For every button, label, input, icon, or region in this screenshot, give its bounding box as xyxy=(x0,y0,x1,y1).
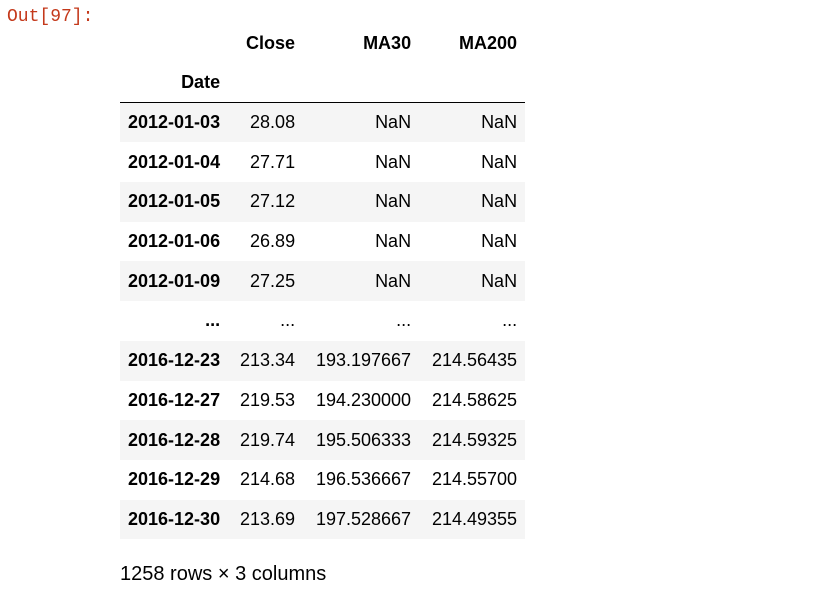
cell-ma200: 214.59325 xyxy=(431,429,518,450)
row-index-date: 2016-12-29 xyxy=(128,469,221,490)
cell-close: 213.34 xyxy=(240,350,296,371)
corner-header xyxy=(120,23,228,63)
row-index-date: 2012-01-06 xyxy=(128,230,221,251)
dataframe-shape-summary: 1258 rows × 3 columns xyxy=(120,563,327,585)
cell-ma200: 214.56435 xyxy=(431,350,518,371)
cell-ma200: NaN xyxy=(481,112,518,133)
table-row: 2016-12-29 214.68 196.536667 214.55700 xyxy=(120,460,525,500)
cell-ma200-ellipsis: ... xyxy=(502,310,518,331)
table-row: 2012-01-04 27.71 NaN NaN xyxy=(120,142,525,182)
table-row: 2016-12-27 219.53 194.230000 214.58625 xyxy=(120,381,525,421)
index-name-spacer xyxy=(303,63,420,103)
cell-ma200: NaN xyxy=(481,270,518,291)
row-index-date: 2016-12-23 xyxy=(128,350,221,371)
cell-close: 27.25 xyxy=(250,270,296,291)
table-row: 2016-12-30 213.69 197.528667 214.49355 xyxy=(120,499,526,540)
cell-ma200: 214.58625 xyxy=(431,389,518,410)
column-header-row: Close MA30 MA200 xyxy=(120,23,525,63)
cell-ma30: 196.536667 xyxy=(315,469,412,490)
cell-ma200: 214.49355 xyxy=(431,509,518,530)
column-header-ma200: MA200 xyxy=(459,32,518,53)
cell-close: 214.68 xyxy=(240,469,296,490)
row-index-date: 2016-12-27 xyxy=(128,389,221,410)
ellipsis-row: ... ... ... ... xyxy=(120,300,526,341)
cell-ma30: NaN xyxy=(375,191,412,212)
cell-close: 27.71 xyxy=(250,151,296,172)
cell-ma200: 214.55700 xyxy=(431,469,518,490)
index-name-spacer xyxy=(419,63,526,103)
row-index-date: 2012-01-04 xyxy=(128,151,221,172)
cell-ma30: 197.528667 xyxy=(315,509,412,530)
cell-close: 28.08 xyxy=(250,112,296,133)
dataframe-output: Close MA30 MA200 Date 2012-01-03 28.08 N… xyxy=(120,23,526,540)
output-prompt: Out[97]: xyxy=(7,7,94,27)
cell-ma200: NaN xyxy=(481,191,518,212)
row-index-date: 2016-12-30 xyxy=(128,509,221,530)
table-row: 2012-01-03 28.08 NaN NaN xyxy=(120,102,526,143)
row-index-ellipsis: ... xyxy=(205,310,221,331)
index-name-spacer xyxy=(228,63,304,103)
column-header-ma30: MA30 xyxy=(363,32,412,53)
cell-ma30: 194.230000 xyxy=(315,389,412,410)
table-row: 2012-01-09 27.25 NaN NaN xyxy=(120,261,526,301)
cell-ma200: NaN xyxy=(481,230,518,251)
row-index-date: 2012-01-09 xyxy=(128,270,221,291)
cell-ma200: NaN xyxy=(481,151,518,172)
row-index-date: 2012-01-03 xyxy=(128,112,221,133)
index-name-row: Date xyxy=(120,63,526,103)
cell-ma30: NaN xyxy=(375,151,412,172)
cell-close: 219.74 xyxy=(240,429,296,450)
row-index-date: 2016-12-28 xyxy=(128,429,221,450)
cell-close: 219.53 xyxy=(240,389,296,410)
cell-close: 26.89 xyxy=(250,230,296,251)
index-name-header: Date xyxy=(120,63,229,103)
cell-ma30-ellipsis: ... xyxy=(396,310,412,331)
table-row: 2012-01-05 27.12 NaN NaN xyxy=(120,181,526,222)
table-row: 2012-01-06 26.89 NaN NaN xyxy=(120,222,525,262)
cell-ma30: NaN xyxy=(375,230,412,251)
cell-ma30: 193.197667 xyxy=(315,350,412,371)
table-row: 2016-12-28 219.74 195.506333 214.59325 xyxy=(120,420,526,460)
table-row: 2016-12-23 213.34 193.197667 214.56435 xyxy=(120,340,526,381)
cell-ma30: 195.506333 xyxy=(315,429,412,450)
cell-close: 213.69 xyxy=(240,509,296,530)
cell-close: 27.12 xyxy=(250,191,296,212)
row-index-date: 2012-01-05 xyxy=(128,191,221,212)
cell-ma30: NaN xyxy=(375,270,412,291)
dataframe-table: Close MA30 MA200 Date 2012-01-03 28.08 N… xyxy=(120,23,526,540)
cell-close-ellipsis: ... xyxy=(280,310,296,331)
cell-ma30: NaN xyxy=(375,112,412,133)
column-header-close: Close xyxy=(246,32,296,53)
